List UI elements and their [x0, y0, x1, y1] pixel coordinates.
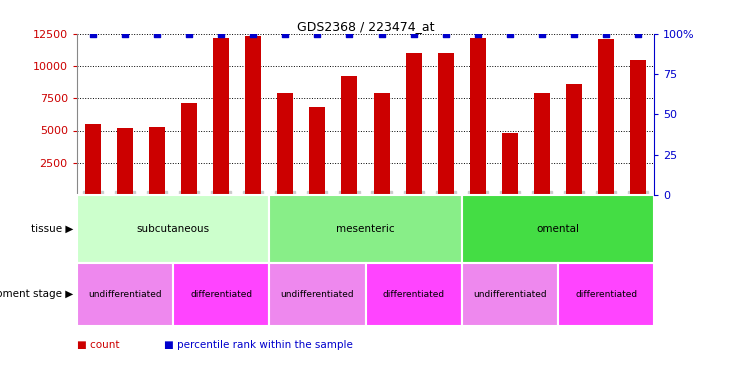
- Point: [408, 31, 420, 37]
- Bar: [558, 262, 654, 326]
- Bar: [173, 262, 269, 326]
- Bar: [598, 39, 614, 195]
- Bar: [462, 262, 558, 326]
- Point: [344, 31, 355, 37]
- Bar: [149, 127, 165, 195]
- Bar: [245, 36, 261, 195]
- Bar: [309, 107, 325, 195]
- Bar: [502, 133, 518, 195]
- Point: [472, 31, 484, 37]
- Text: development stage ▶: development stage ▶: [0, 290, 73, 299]
- Text: ■ percentile rank within the sample: ■ percentile rank within the sample: [164, 340, 353, 350]
- Bar: [366, 262, 462, 326]
- Bar: [269, 262, 366, 326]
- Point: [600, 31, 612, 37]
- Bar: [117, 128, 133, 195]
- Text: mesenteric: mesenteric: [336, 224, 395, 234]
- Bar: [85, 124, 101, 195]
- Bar: [406, 53, 422, 195]
- Point: [119, 31, 131, 37]
- Text: tissue ▶: tissue ▶: [31, 224, 73, 234]
- Point: [536, 31, 548, 37]
- Point: [247, 31, 259, 37]
- Point: [279, 31, 291, 37]
- Bar: [341, 76, 357, 195]
- Title: GDS2368 / 223474_at: GDS2368 / 223474_at: [297, 20, 434, 33]
- Point: [183, 31, 195, 37]
- Bar: [269, 195, 462, 262]
- Bar: [462, 195, 654, 262]
- Point: [568, 31, 580, 37]
- Bar: [630, 60, 646, 195]
- Point: [504, 31, 516, 37]
- Text: subcutaneous: subcutaneous: [137, 224, 210, 234]
- Bar: [213, 38, 229, 195]
- Text: differentiated: differentiated: [190, 290, 252, 299]
- Text: differentiated: differentiated: [382, 290, 444, 299]
- Text: undifferentiated: undifferentiated: [281, 290, 355, 299]
- Point: [87, 31, 99, 37]
- Bar: [534, 93, 550, 195]
- Bar: [470, 38, 486, 195]
- Bar: [438, 53, 454, 195]
- Bar: [374, 93, 390, 195]
- Text: differentiated: differentiated: [575, 290, 637, 299]
- Bar: [181, 104, 197, 195]
- Text: undifferentiated: undifferentiated: [473, 290, 547, 299]
- Point: [311, 31, 323, 37]
- Text: ■ count: ■ count: [77, 340, 119, 350]
- Point: [632, 31, 644, 37]
- Text: undifferentiated: undifferentiated: [88, 290, 162, 299]
- Bar: [77, 195, 269, 262]
- Point: [151, 31, 163, 37]
- Text: omental: omental: [537, 224, 580, 234]
- Point: [215, 31, 227, 37]
- Point: [376, 31, 387, 37]
- Bar: [77, 262, 173, 326]
- Bar: [566, 84, 582, 195]
- Point: [440, 31, 452, 37]
- Bar: [277, 93, 293, 195]
